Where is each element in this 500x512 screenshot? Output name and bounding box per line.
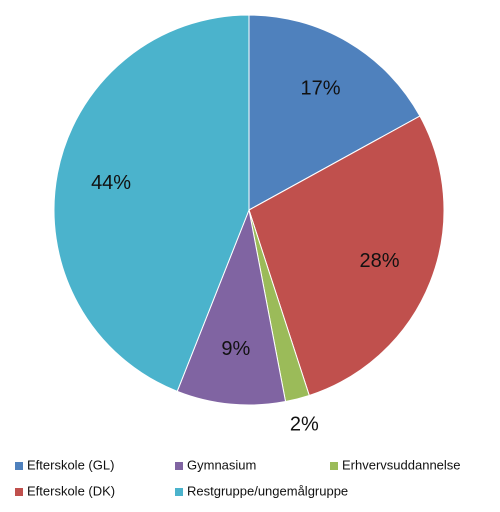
legend-label: Erhvervsuddannelse <box>342 457 461 472</box>
legend-swatch <box>330 462 338 470</box>
legend-swatch <box>15 488 23 496</box>
value-label: 17% <box>300 77 340 99</box>
value-label: 2% <box>290 414 319 436</box>
pie-slice <box>248 14 421 211</box>
pie-slice <box>53 14 250 392</box>
pie-slice <box>248 115 445 397</box>
legend-label: Gymnasium <box>187 457 256 472</box>
legend-swatch <box>15 462 23 470</box>
legend-label: Efterskole (GL) <box>27 457 114 472</box>
value-label: 28% <box>360 250 400 272</box>
pie-slice <box>176 208 287 406</box>
value-label: 9% <box>221 338 250 360</box>
legend-swatch <box>175 462 183 470</box>
legend-swatch <box>175 488 183 496</box>
value-label: 44% <box>91 172 131 194</box>
legend-label: Efterskole (DK) <box>27 483 115 498</box>
legend-label: Restgruppe/ungemålgruppe <box>187 483 348 498</box>
